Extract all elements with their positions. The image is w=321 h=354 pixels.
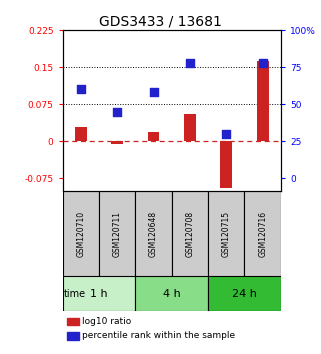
Text: 4 h: 4 h (163, 289, 181, 299)
Text: GDS3433 / 13681: GDS3433 / 13681 (99, 15, 222, 29)
Bar (257, 61, 268, 141)
Text: GSM120711: GSM120711 (113, 211, 122, 257)
Text: GSM120710: GSM120710 (76, 211, 85, 257)
Text: GSM120716: GSM120716 (258, 211, 267, 257)
Bar (63, 276, 135, 311)
Bar (75, 127, 87, 141)
Bar (63, 191, 99, 276)
Text: 24 h: 24 h (232, 289, 257, 299)
Bar (184, 114, 196, 141)
Text: percentile rank within the sample: percentile rank within the sample (82, 331, 235, 341)
Bar (208, 276, 281, 311)
Bar (135, 276, 208, 311)
Point (224, 131, 229, 137)
Point (151, 90, 156, 95)
Text: 1 h: 1 h (90, 289, 108, 299)
Bar (148, 132, 159, 141)
Bar (208, 191, 245, 276)
Bar (245, 191, 281, 276)
Bar (172, 191, 208, 276)
Point (78, 87, 83, 92)
Point (187, 60, 193, 65)
Bar (99, 191, 135, 276)
Point (260, 60, 265, 65)
Bar (221, 141, 232, 188)
Text: log10 ratio: log10 ratio (82, 317, 132, 326)
Bar (111, 141, 123, 144)
Bar (67, 318, 79, 325)
Text: GSM120648: GSM120648 (149, 211, 158, 257)
Text: time: time (64, 289, 86, 299)
Bar (135, 191, 172, 276)
Point (115, 109, 120, 114)
Text: GSM120708: GSM120708 (186, 211, 195, 257)
Text: GSM120715: GSM120715 (222, 211, 231, 257)
Bar (67, 332, 79, 339)
